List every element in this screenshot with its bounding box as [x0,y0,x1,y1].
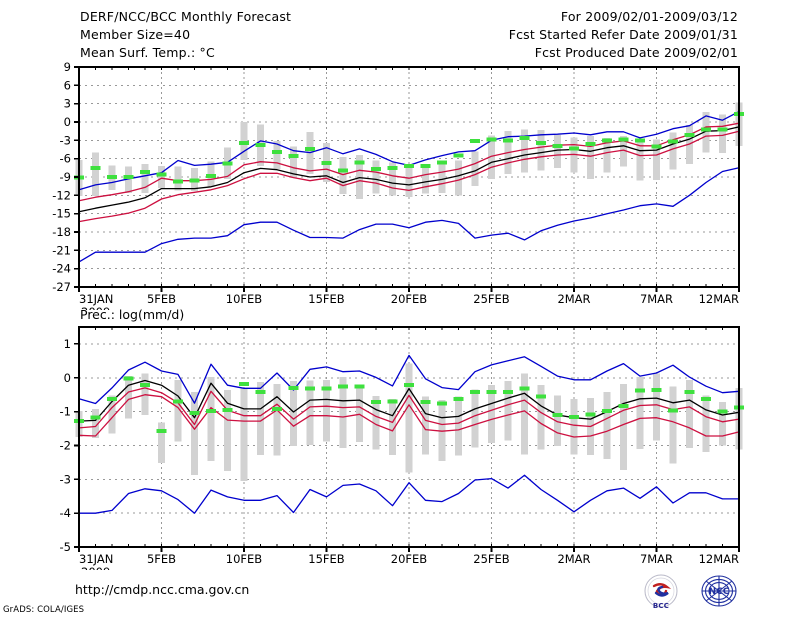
svg-text:1: 1 [64,337,71,351]
svg-text:6: 6 [64,78,71,92]
svg-text:5FEB: 5FEB [147,292,176,306]
svg-text:31JAN: 31JAN [79,552,113,566]
precipitation-chart-svg: -5 -4 -3 -2 -1 0 1 31JAN 5FEB 10FEB 15FEB 20FEB 25FE… [60,326,745,570]
svg-text:5FEB: 5FEB [147,552,176,566]
svg-text:10FEB: 10FEB [226,292,263,306]
svg-text:-12: -12 [52,188,71,202]
svg-text:20FEB: 20FEB [391,292,428,306]
svg-text:25FEB: 25FEB [473,292,510,306]
svg-text:15FEB: 15FEB [308,552,345,566]
grads-credit: GrADS: COLA/IGES [3,605,85,615]
svg-text:2MAR: 2MAR [557,292,590,306]
cmdp-url-link[interactable]: http://cmdp.ncc.cma.gov.cn [75,582,250,597]
svg-text:2009: 2009 [81,305,110,310]
temperature-chart-svg: -27 -24 -21 -18 -15 -12 -9 -6 -3 0 3 6 9 31JAN 5FEB 10F… [52,60,745,310]
svg-text:-4: -4 [60,506,71,520]
forecast-product-title: DERF/NCC/BCC Monthly Forecast [80,9,292,24]
forecast-period-label: For 2009/02/01-2009/03/12 [560,9,738,24]
svg-text:-27: -27 [52,280,71,294]
svg-text:31JAN: 31JAN [79,292,113,306]
svg-text:10FEB: 10FEB [226,552,263,566]
svg-text:-3: -3 [60,133,71,147]
prec-panel-title: Prec.: log(mm/d) [80,307,185,322]
svg-text:12MAR: 12MAR [699,552,739,566]
forecast-refer-date-label: Fcst Started Refer Date 2009/01/31 [508,27,738,42]
precipitation-chart: -5 -4 -3 -2 -1 0 1 31JAN 5FEB 10FEB 15FEB 20FEB 25FE… [0,320,800,570]
svg-text:-6: -6 [60,152,71,166]
svg-text:7MAR: 7MAR [640,292,673,306]
svg-text:NCC: NCC [709,587,730,597]
svg-text:2MAR: 2MAR [557,552,590,566]
svg-text:9: 9 [64,60,71,74]
svg-text:15FEB: 15FEB [308,292,345,306]
temp-panel-title: Mean Surf. Temp.: °C [80,45,215,60]
svg-text:12MAR: 12MAR [699,292,739,306]
svg-text:25FEB: 25FEB [473,552,510,566]
svg-text:20FEB: 20FEB [391,552,428,566]
ncc-logo: NCC [700,574,738,612]
svg-text:7MAR: 7MAR [640,552,673,566]
svg-text:-15: -15 [52,207,71,221]
member-size-label: Member Size=40 [80,27,191,42]
svg-text:-24: -24 [52,262,71,276]
svg-text:3: 3 [64,97,71,111]
svg-text:-18: -18 [52,225,71,239]
svg-text:-2: -2 [60,438,71,452]
bcc-logo-label: BCC [652,602,670,610]
svg-text:-3: -3 [60,472,71,486]
svg-text:0: 0 [64,115,71,129]
agency-logos: BCC NCC [644,574,756,610]
svg-text:0: 0 [64,371,71,385]
svg-text:-21: -21 [52,243,71,257]
svg-text:2009: 2009 [81,565,110,570]
temperature-chart: -27 -24 -21 -18 -15 -12 -9 -6 -3 0 3 6 9 31JAN 5FEB 10F… [0,60,800,310]
bcc-logo: BCC [644,574,678,612]
svg-text:-5: -5 [60,540,71,554]
svg-text:-1: -1 [60,405,71,419]
forecast-produced-date-label: Fcst Produced Date 2009/02/01 [534,45,738,60]
svg-text:-9: -9 [60,170,71,184]
